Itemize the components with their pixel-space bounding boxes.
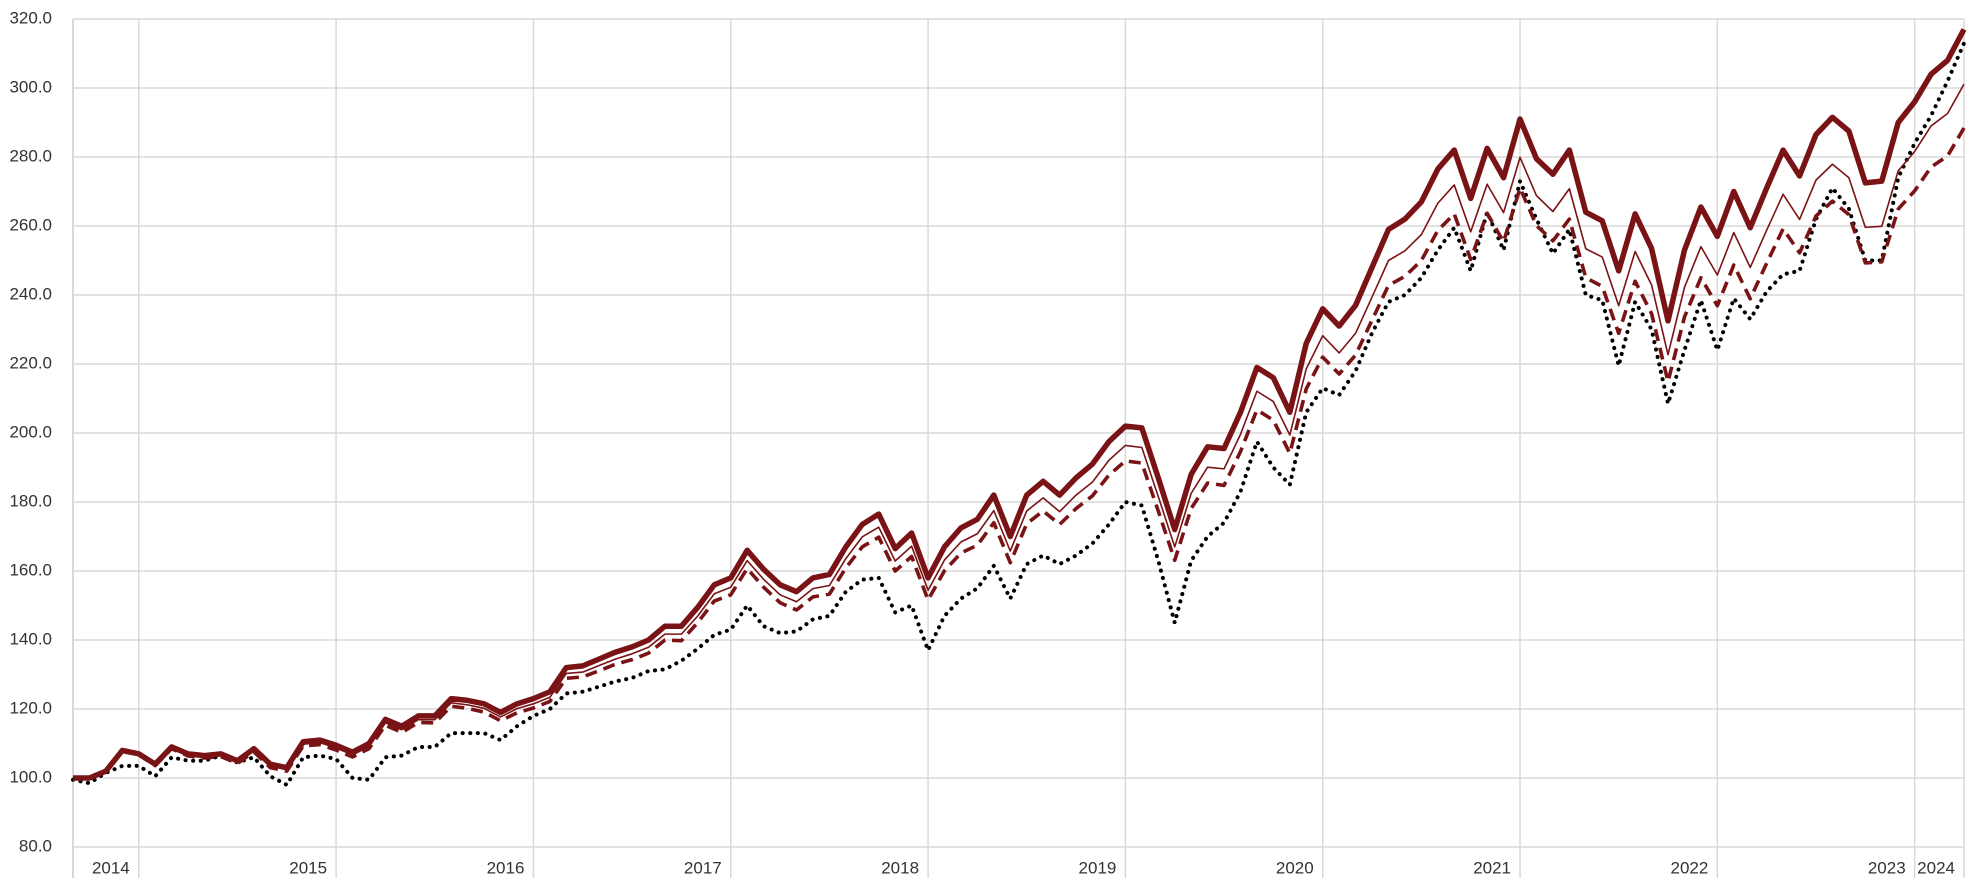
y-tick-label: 300.0 (9, 77, 52, 96)
y-tick-label: 320.0 (9, 8, 52, 27)
x-tick-label: 2016 (487, 858, 525, 877)
x-tick-label: 2020 (1276, 858, 1314, 877)
y-tick-label: 140.0 (9, 629, 52, 648)
y-tick-label: 160.0 (9, 560, 52, 579)
x-tick-label: 2024 (1917, 858, 1955, 877)
x-tick-label: 2019 (1079, 858, 1117, 877)
y-tick-label: 180.0 (9, 491, 52, 510)
series-line (72, 127, 1966, 781)
x-tick-label: 2018 (881, 858, 919, 877)
series-line (73, 83, 1965, 779)
y-tick-label: 260.0 (9, 215, 52, 234)
y-tick-label: 280.0 (9, 146, 52, 165)
series-line (71, 41, 1966, 787)
x-tick-label: 2014 (92, 858, 130, 877)
y-tick-label: 240.0 (9, 284, 52, 303)
y-tick-label: 220.0 (9, 353, 52, 372)
series-line (73, 28, 1967, 781)
y-tick-label: 200.0 (9, 422, 52, 441)
x-tick-label: 2022 (1671, 858, 1709, 877)
x-tick-label: 2017 (684, 858, 722, 877)
y-tick-label: 80.0 (19, 836, 52, 855)
x-tick-label: 2023 (1868, 858, 1906, 877)
y-tick-label: 120.0 (9, 698, 52, 717)
x-tick-label: 2015 (289, 858, 327, 877)
y-tick-label: 100.0 (9, 767, 52, 786)
x-tick-label: 2021 (1473, 858, 1511, 877)
